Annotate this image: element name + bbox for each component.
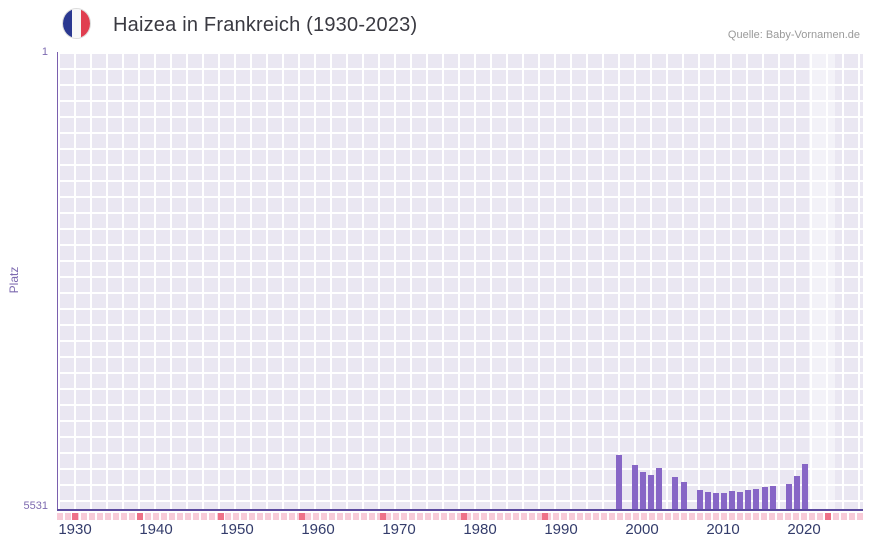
bar-2002[interactable]: [656, 467, 663, 510]
unranked-dark-mark-1938: [136, 513, 143, 520]
unranked-strip: [57, 513, 863, 520]
y-axis-title: Platz: [7, 266, 21, 294]
x-tick-2010: 2010: [706, 521, 740, 538]
bar-2011[interactable]: [729, 490, 736, 510]
bar-1997[interactable]: [615, 455, 622, 510]
x-tick-1970: 1970: [382, 521, 416, 538]
bar-2004[interactable]: [672, 476, 679, 510]
unranked-dark-mark-1958: [298, 513, 305, 520]
x-tick-1960: 1960: [301, 521, 335, 538]
bar-2020[interactable]: [802, 464, 808, 510]
x-tick-2020: 2020: [787, 521, 821, 538]
bar-2019[interactable]: [793, 475, 800, 510]
x-tick-1930: 1930: [58, 521, 92, 538]
x-tick-2000: 2000: [625, 521, 659, 538]
flag-red-stripe: [81, 9, 90, 38]
bar-2001[interactable]: [648, 475, 655, 510]
bar-2007[interactable]: [696, 490, 703, 510]
bar-2016[interactable]: [769, 485, 776, 510]
unranked-dark-mark-2023: [825, 513, 832, 520]
unranked-dark-mark-1930: [72, 513, 78, 520]
unranked-dark-mark-1988: [541, 513, 548, 520]
bar-2018[interactable]: [785, 484, 792, 510]
page-title: Haizea in Frankreich (1930-2023): [113, 14, 418, 36]
x-tick-1950: 1950: [220, 521, 254, 538]
bar-2014[interactable]: [753, 489, 760, 510]
unranked-dark-mark-1948: [217, 513, 224, 520]
bar-2010[interactable]: [721, 492, 727, 510]
flag-blue-stripe: [63, 9, 72, 38]
bar-2009[interactable]: [712, 493, 719, 510]
highlight-band: [809, 52, 836, 510]
bar-2000[interactable]: [640, 471, 646, 510]
y-tick-max: 1: [41, 46, 48, 58]
bar-2012[interactable]: [737, 491, 744, 510]
bar-2013[interactable]: [745, 490, 752, 510]
source-credit: Quelle: Baby-Vornamen.de: [727, 29, 860, 41]
x-tick-1990: 1990: [544, 521, 578, 538]
flag-white-stripe: [72, 9, 81, 38]
plot-area[interactable]: [57, 52, 863, 510]
x-tick-1940: 1940: [139, 521, 173, 538]
bar-2015[interactable]: [761, 486, 768, 510]
french-flag-icon: [63, 9, 90, 38]
unranked-dark-mark-1978: [460, 513, 467, 520]
x-axis-line: [57, 509, 863, 511]
bar-2008[interactable]: [704, 491, 711, 510]
x-tick-1980: 1980: [463, 521, 497, 538]
y-tick-min: 5531: [23, 500, 48, 512]
unranked-dark-mark-1968: [379, 513, 386, 520]
bar-2005[interactable]: [680, 481, 687, 510]
bar-1999[interactable]: [631, 465, 638, 510]
